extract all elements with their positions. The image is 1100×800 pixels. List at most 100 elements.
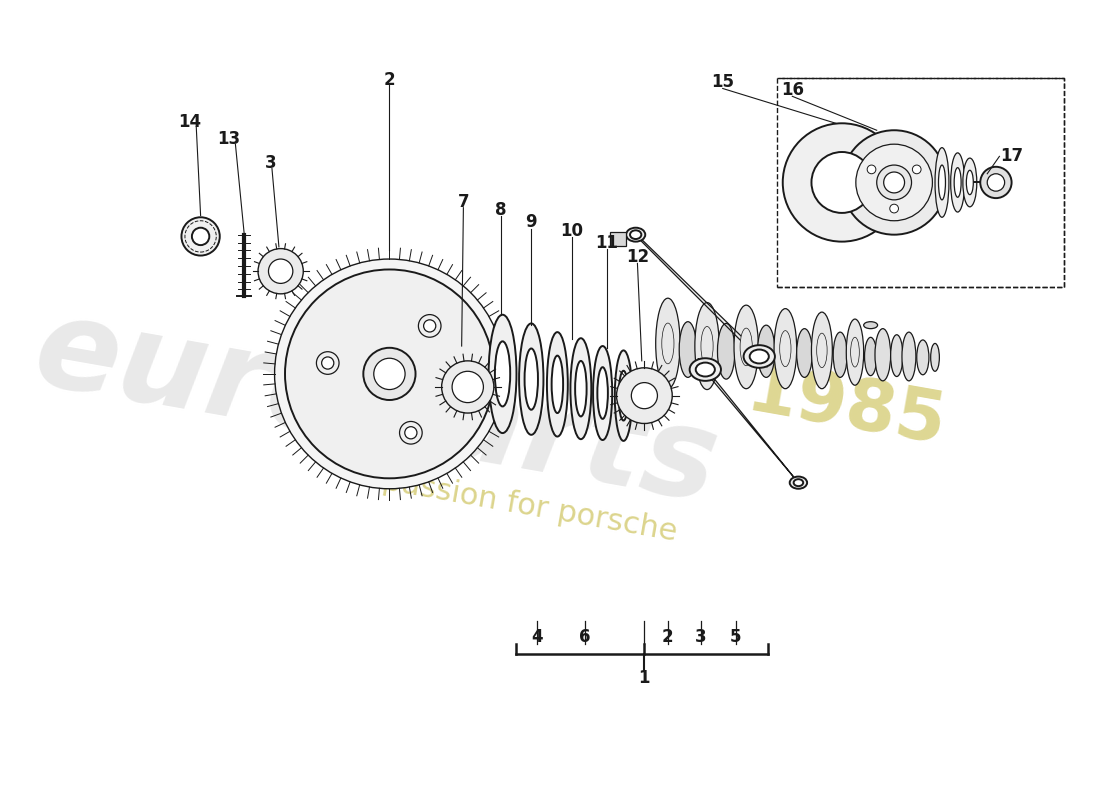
Text: a passion for porsche: a passion for porsche (352, 462, 680, 547)
Ellipse shape (966, 170, 974, 194)
Ellipse shape (547, 332, 568, 437)
Text: 1: 1 (639, 670, 650, 687)
Ellipse shape (780, 330, 791, 366)
Text: 11: 11 (595, 234, 618, 252)
Text: 14: 14 (178, 113, 201, 130)
Text: 1985: 1985 (741, 358, 952, 460)
Ellipse shape (774, 309, 796, 389)
Ellipse shape (593, 346, 613, 440)
Ellipse shape (750, 350, 769, 363)
Ellipse shape (850, 338, 859, 367)
Circle shape (867, 165, 876, 174)
Ellipse shape (931, 343, 939, 371)
Circle shape (616, 368, 672, 423)
Ellipse shape (962, 158, 977, 207)
Circle shape (980, 166, 1012, 198)
Text: 15: 15 (712, 74, 734, 91)
Ellipse shape (916, 340, 928, 374)
Circle shape (399, 422, 422, 444)
Circle shape (424, 320, 436, 332)
Ellipse shape (740, 328, 752, 366)
Circle shape (268, 259, 293, 283)
Polygon shape (630, 229, 767, 367)
Ellipse shape (626, 228, 646, 242)
Ellipse shape (846, 319, 864, 386)
Circle shape (890, 204, 899, 213)
Bar (610, 232, 626, 246)
Ellipse shape (816, 333, 827, 368)
Ellipse shape (812, 312, 833, 389)
Ellipse shape (891, 334, 903, 377)
Text: 4: 4 (531, 628, 543, 646)
Text: 3: 3 (264, 154, 276, 172)
Circle shape (321, 357, 333, 369)
Ellipse shape (695, 302, 719, 390)
Ellipse shape (734, 305, 758, 389)
Text: 16: 16 (781, 82, 804, 99)
Ellipse shape (865, 338, 877, 376)
Circle shape (317, 352, 339, 374)
Ellipse shape (662, 323, 674, 364)
Ellipse shape (679, 322, 696, 378)
Ellipse shape (525, 349, 538, 410)
Polygon shape (698, 359, 803, 488)
Ellipse shape (618, 370, 628, 421)
Text: 17: 17 (1000, 147, 1023, 166)
Ellipse shape (615, 350, 632, 441)
Circle shape (856, 144, 933, 221)
Ellipse shape (575, 361, 586, 417)
Circle shape (363, 348, 416, 400)
Circle shape (452, 371, 483, 402)
Ellipse shape (758, 325, 774, 378)
Ellipse shape (796, 329, 812, 378)
Ellipse shape (938, 165, 946, 200)
Ellipse shape (793, 479, 803, 486)
Ellipse shape (950, 153, 965, 212)
Ellipse shape (495, 342, 510, 406)
Circle shape (883, 172, 904, 193)
Ellipse shape (874, 329, 891, 381)
Ellipse shape (790, 477, 807, 489)
Circle shape (631, 382, 658, 409)
Ellipse shape (488, 314, 517, 433)
Text: 5: 5 (730, 628, 741, 646)
Ellipse shape (519, 323, 543, 435)
Text: 8: 8 (495, 202, 507, 219)
Text: 6: 6 (580, 628, 591, 646)
Circle shape (987, 174, 1004, 191)
Ellipse shape (551, 356, 563, 413)
Ellipse shape (656, 298, 680, 389)
Circle shape (912, 165, 921, 174)
Ellipse shape (954, 168, 961, 198)
Circle shape (812, 152, 872, 213)
Circle shape (285, 270, 494, 478)
Text: 2: 2 (384, 70, 395, 89)
Text: 7: 7 (458, 193, 470, 210)
Text: 3: 3 (695, 628, 707, 646)
Ellipse shape (701, 326, 713, 366)
Circle shape (275, 259, 504, 489)
Ellipse shape (935, 148, 949, 218)
Circle shape (191, 228, 209, 245)
Text: 10: 10 (561, 222, 584, 240)
Circle shape (405, 426, 417, 439)
Circle shape (418, 314, 441, 338)
Ellipse shape (690, 358, 721, 381)
Circle shape (842, 130, 946, 234)
Ellipse shape (902, 332, 916, 381)
Ellipse shape (571, 338, 592, 439)
Text: 13: 13 (217, 130, 240, 148)
Circle shape (441, 361, 494, 413)
Ellipse shape (833, 332, 847, 378)
Ellipse shape (744, 345, 774, 368)
Circle shape (374, 358, 405, 390)
Circle shape (877, 165, 912, 200)
Circle shape (182, 218, 220, 255)
Ellipse shape (717, 323, 735, 379)
Ellipse shape (864, 322, 878, 329)
Text: 9: 9 (526, 214, 537, 231)
Text: europarts: europarts (25, 289, 727, 528)
Ellipse shape (597, 367, 608, 419)
Text: 2: 2 (662, 628, 673, 646)
Circle shape (258, 249, 304, 294)
